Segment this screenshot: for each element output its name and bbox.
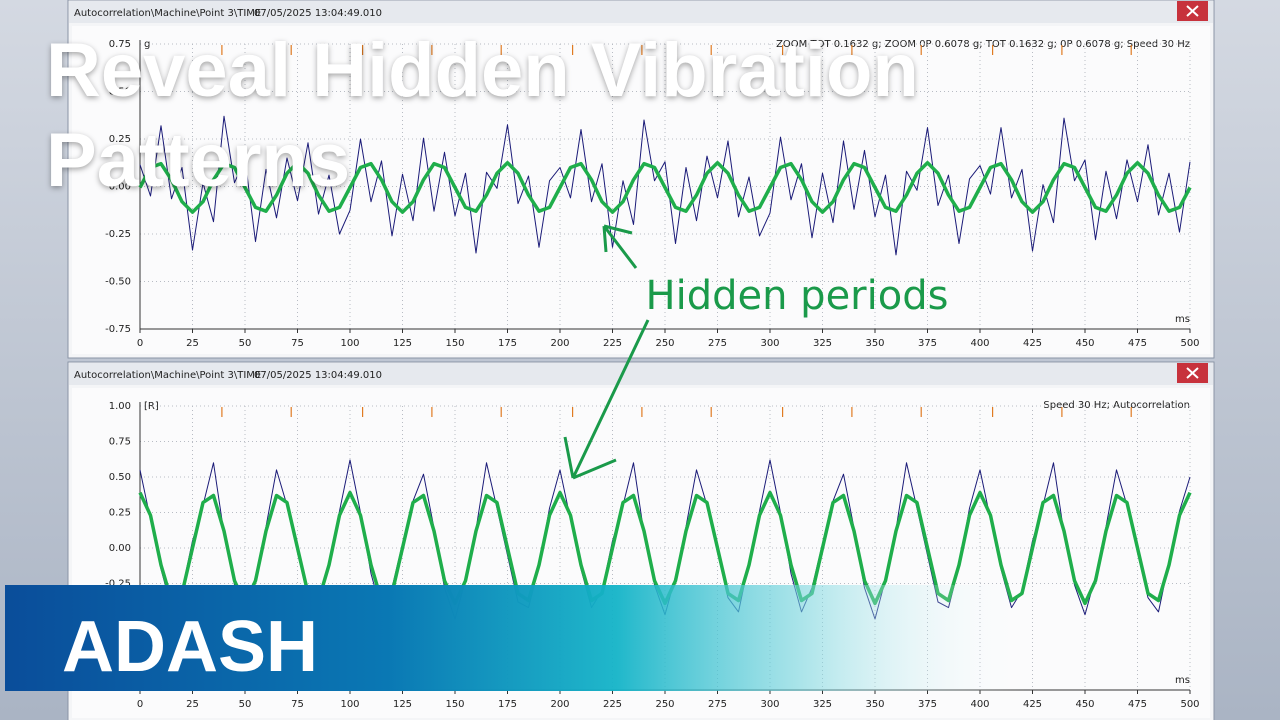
y-tick-label: -0.25: [105, 579, 131, 590]
close-icon: [1186, 367, 1199, 379]
x-tick-label: 300: [760, 699, 779, 710]
y-tick-label: 0.50: [109, 87, 131, 98]
x-tick-label: 250: [655, 699, 674, 710]
overlay-title: Reveal Hidden Vibration Patterns: [46, 28, 919, 203]
x-tick-label: 175: [498, 699, 517, 710]
x-tick-label: 250: [655, 338, 674, 349]
x-tick-label: 200: [550, 338, 569, 349]
x-tick-label: 475: [1128, 338, 1147, 349]
y-tick-label: -0.75: [105, 324, 131, 335]
x-tick-label: 175: [498, 338, 517, 349]
annotation-arrows: [563, 224, 650, 480]
close-icon: [1186, 5, 1199, 17]
x-tick-label: 450: [1075, 338, 1094, 349]
info-text: ZOOM TOT 0.1632 g; ZOOM 0P 0.6078 g; TOT…: [776, 39, 1190, 50]
x-tick-label: 100: [340, 699, 359, 710]
y-unit: g: [144, 39, 150, 50]
x-tick-label: 200: [550, 699, 569, 710]
x-tick-label: 25: [186, 699, 199, 710]
y-tick-label: 0.75: [109, 437, 131, 448]
window-title: Autocorrelation\Machine\Point 3\TIME: [74, 8, 261, 19]
x-tick-label: 350: [865, 338, 884, 349]
x-tick-label: 75: [291, 338, 304, 349]
y-unit: [R]: [144, 401, 159, 412]
title-bar: [69, 363, 1213, 385]
y-tick-label: 0.00: [109, 543, 131, 554]
x-tick-label: 50: [239, 699, 252, 710]
timestamp: 07/05/2025 13:04:49.010: [254, 8, 382, 19]
x-tick-label: 475: [1128, 699, 1147, 710]
y-tick-label: 0.25: [109, 134, 131, 145]
y-tick-label: -0.25: [105, 229, 131, 240]
x-tick-label: 0: [137, 699, 143, 710]
y-tick-label: -0.50: [105, 277, 131, 288]
y-tick-label: 0.50: [109, 472, 131, 483]
x-tick-label: 425: [1023, 338, 1042, 349]
x-tick-label: 500: [1180, 338, 1199, 349]
x-tick-label: 275: [708, 338, 727, 349]
y-tick-label: 0.25: [109, 508, 131, 519]
x-tick-label: 325: [813, 338, 832, 349]
filtered-line: [138, 161, 1192, 214]
x-tick-label: 75: [291, 699, 304, 710]
x-tick-label: 425: [1023, 699, 1042, 710]
x-tick-label: 225: [603, 699, 622, 710]
brand: ADASH: [62, 607, 319, 687]
annotation: Hidden periods: [646, 273, 949, 319]
x-tick-label: 450: [1075, 699, 1094, 710]
x-tick-label: 400: [970, 699, 989, 710]
window-title: Autocorrelation\Machine\Point 3\TIME: [74, 370, 261, 381]
y-tick-label: 1.00: [109, 401, 131, 412]
y-tick-label: 0.75: [109, 39, 131, 50]
x-tick-label: 50: [239, 338, 252, 349]
plot-panel: [72, 26, 1210, 354]
x-tick-label: 375: [918, 338, 937, 349]
x-tick-label: 500: [1180, 699, 1199, 710]
x-tick-label: 125: [393, 338, 412, 349]
y-tick-label: 0.00: [109, 182, 131, 193]
x-tick-label: 100: [340, 338, 359, 349]
x-tick-label: 350: [865, 699, 884, 710]
arrow: [563, 319, 650, 480]
x-tick-label: 300: [760, 338, 779, 349]
x-tick-label: 125: [393, 699, 412, 710]
arrow: [602, 224, 638, 269]
timestamp: 07/05/2025 13:04:49.010: [254, 370, 382, 381]
x-tick-label: 325: [813, 699, 832, 710]
x-tick-label: 150: [445, 338, 464, 349]
x-tick-label: 25: [186, 338, 199, 349]
x-tick-label: 225: [603, 338, 622, 349]
banner: [5, 585, 1280, 691]
x-tick-label: 0: [137, 338, 143, 349]
x-tick-label: 375: [918, 699, 937, 710]
x-unit: ms: [1175, 314, 1190, 325]
x-tick-label: 275: [708, 699, 727, 710]
x-tick-label: 150: [445, 699, 464, 710]
x-tick-label: 400: [970, 338, 989, 349]
title-bar: [69, 1, 1213, 23]
